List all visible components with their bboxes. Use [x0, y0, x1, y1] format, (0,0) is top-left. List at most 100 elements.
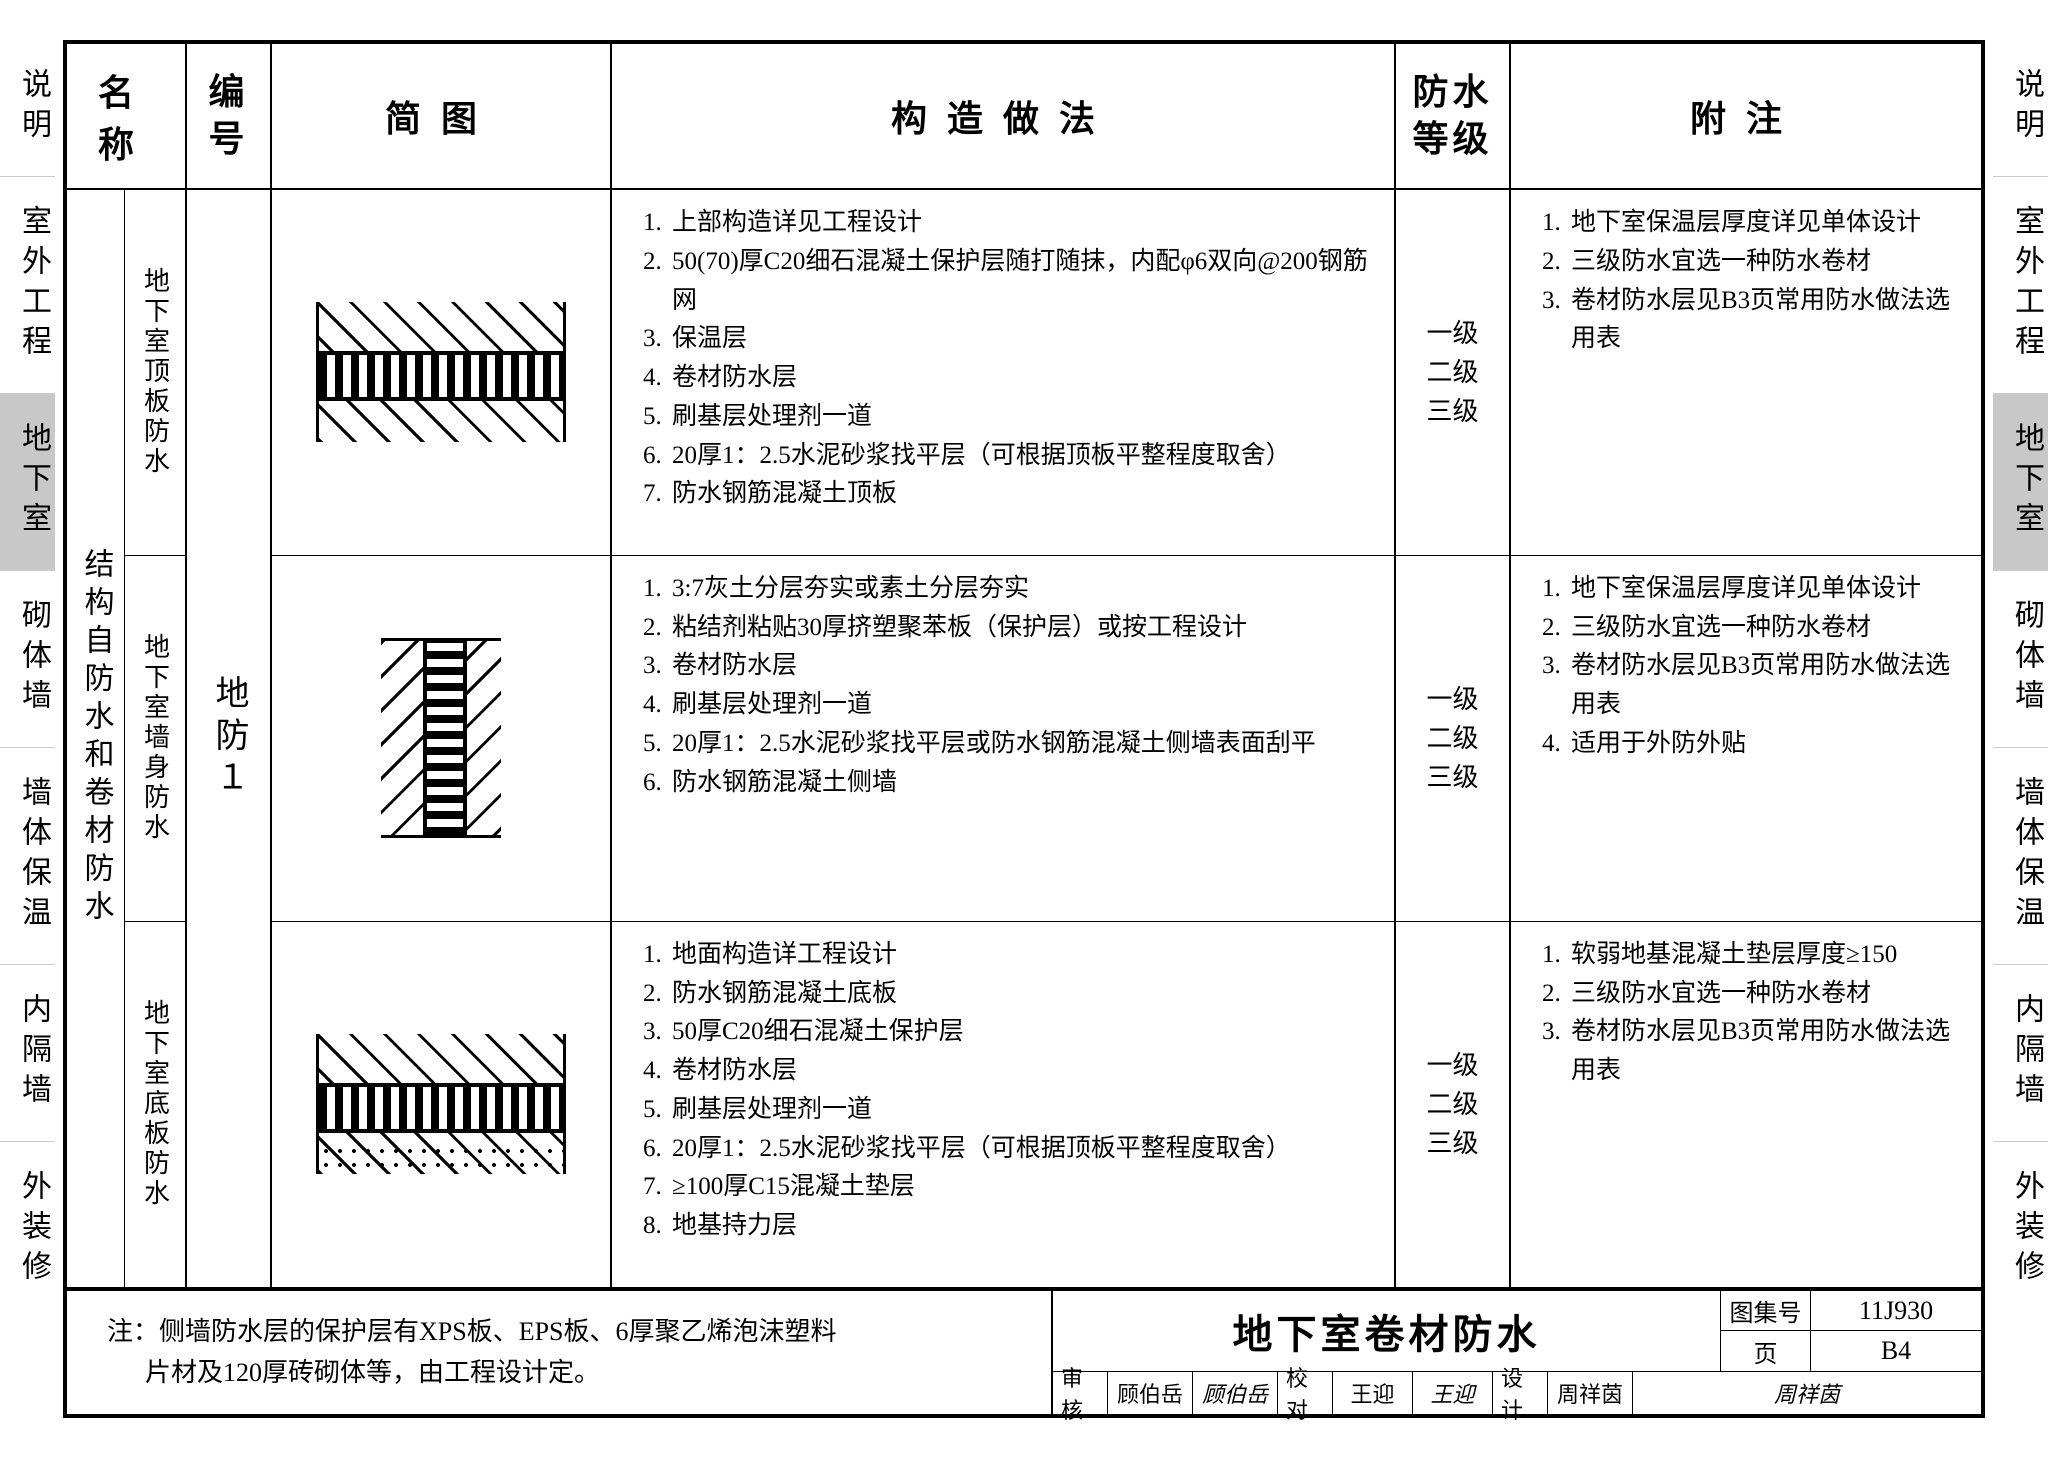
- method-item: 3:7灰土分层夯实或素土分层夯实: [668, 570, 1376, 609]
- th-code: 编 号: [187, 44, 272, 188]
- page-number: B4: [1811, 1331, 1981, 1371]
- note-item: 地下室保温层厚度详见单体设计: [1567, 570, 1963, 609]
- side-tab[interactable]: 墙体保温: [0, 747, 55, 964]
- method-item: 防水钢筋混凝土顶板: [668, 475, 1376, 514]
- method-item: 20厚1：2.5水泥砂浆找平层或防水钢筋混凝土侧墙表面刮平: [668, 725, 1376, 764]
- method-item: 卷材防水层: [668, 647, 1376, 686]
- method-item: 防水钢筋混凝土底板: [668, 975, 1376, 1014]
- grade-item: 一级: [1426, 680, 1478, 719]
- table-body: 结构自防水和卷材防水 地下室顶板防水地下室墙身防水地下室底板防水 地防１ 上部构…: [67, 190, 1981, 1287]
- review-sig: 顾伯岳: [1193, 1372, 1278, 1414]
- method-item: ≥100厚C15混凝土垫层: [668, 1168, 1376, 1207]
- side-tab[interactable]: 外装修: [0, 1141, 55, 1318]
- grade-item: 一级: [1426, 314, 1478, 353]
- check-sig: 王迎: [1413, 1372, 1493, 1414]
- method-item: 地面构造详工程设计: [668, 936, 1376, 975]
- table-row: 3:7灰土分层夯实或素土分层夯实粘结剂粘贴30厚挤塑聚苯板（保护层）或按工程设计…: [272, 556, 1981, 922]
- cell-method: 地面构造详工程设计防水钢筋混凝土底板50厚C20细石混凝土保护层卷材防水层刷基层…: [612, 922, 1396, 1287]
- grade-item: 三级: [1426, 1124, 1478, 1163]
- left-side-tabs: 说明室外工程地下室砌体墙墙体保温内隔墙外装修: [0, 40, 55, 1418]
- atlas-number: 11J930: [1811, 1291, 1981, 1331]
- th-note: 附注: [1511, 44, 1981, 188]
- th-method: 构造做法: [612, 44, 1396, 188]
- cell-method: 上部构造详见工程设计50(70)厚C20细石混凝土保护层随打随抹，内配φ6双向@…: [612, 190, 1396, 555]
- grade-item: 二级: [1426, 1085, 1478, 1124]
- construction-diagram: [316, 1034, 566, 1174]
- drawing-title: 地下室卷材防水: [1053, 1291, 1721, 1371]
- side-tab[interactable]: 内隔墙: [1993, 964, 2048, 1141]
- table-row: 地面构造详工程设计防水钢筋混凝土底板50厚C20细石混凝土保护层卷材防水层刷基层…: [272, 922, 1981, 1287]
- footer-note-l2: 片材及120厚砖砌体等，由工程设计定。: [107, 1352, 1011, 1394]
- note-item: 适用于外防外贴: [1567, 725, 1963, 764]
- side-tab[interactable]: 说明: [1993, 40, 2048, 176]
- grade-item: 一级: [1426, 1046, 1478, 1085]
- side-tab[interactable]: 室外工程: [1993, 176, 2048, 393]
- check-name: 王迎: [1333, 1372, 1413, 1414]
- review-label: 审核: [1053, 1372, 1108, 1414]
- method-item: 卷材防水层: [668, 359, 1376, 398]
- side-tab[interactable]: 室外工程: [0, 176, 55, 393]
- cell-note: 地下室保温层厚度详见单体设计三级防水宜选一种防水卷材卷材防水层见B3页常用防水做…: [1511, 190, 1981, 555]
- grade-item: 二级: [1426, 353, 1478, 392]
- code-column: 地防１: [187, 190, 272, 1287]
- cell-diagram: [272, 190, 612, 555]
- grade-item: 二级: [1426, 719, 1478, 758]
- approval-row: 审核 顾伯岳 顾伯岳 校对 王迎 王迎 设计 周祥茵 周祥茵: [1053, 1372, 1981, 1414]
- method-item: 刷基层处理剂一道: [668, 1091, 1376, 1130]
- note-item: 软弱地基混凝土垫层厚度≥150: [1567, 936, 1963, 975]
- rows-column: 上部构造详见工程设计50(70)厚C20细石混凝土保护层随打随抹，内配φ6双向@…: [272, 190, 1981, 1287]
- review-name: 顾伯岳: [1108, 1372, 1193, 1414]
- construction-diagram: [316, 302, 566, 442]
- method-item: 刷基层处理剂一道: [668, 686, 1376, 725]
- cell-method: 3:7灰土分层夯实或素土分层夯实粘结剂粘贴30厚挤塑聚苯板（保护层）或按工程设计…: [612, 556, 1396, 921]
- side-tab[interactable]: 外装修: [1993, 1141, 2048, 1318]
- table-header-row: 名称 编 号 简图 构造做法 防水 等级 附注: [67, 44, 1981, 190]
- design-sig: 周祥茵: [1633, 1372, 1981, 1414]
- side-tab[interactable]: 地下室: [0, 393, 55, 570]
- note-item: 卷材防水层见B3页常用防水做法选用表: [1567, 647, 1963, 725]
- name-column: 结构自防水和卷材防水 地下室顶板防水地下室墙身防水地下室底板防水: [67, 190, 187, 1287]
- side-tab[interactable]: 地下室: [1993, 393, 2048, 570]
- title-top: 地下室卷材防水 图集号 11J930 页 B4: [1053, 1291, 1981, 1372]
- note-item: 三级防水宜选一种防水卷材: [1567, 609, 1963, 648]
- side-tab[interactable]: 内隔墙: [0, 964, 55, 1141]
- th-grade: 防水 等级: [1396, 44, 1511, 188]
- method-item: 上部构造详见工程设计: [668, 204, 1376, 243]
- name-sub: 地下室底板防水: [125, 922, 185, 1287]
- cell-grade: 一级二级三级: [1396, 556, 1511, 921]
- page-label: 页: [1721, 1331, 1811, 1371]
- name-sub: 地下室墙身防水: [125, 556, 185, 922]
- footer-note: 注：侧墙防水层的保护层有XPS板、EPS板、6厚聚乙烯泡沫塑料 片材及120厚砖…: [67, 1291, 1051, 1414]
- cell-diagram: [272, 556, 612, 921]
- th-grade-l2: 等级: [1412, 116, 1492, 163]
- design-label: 设计: [1493, 1372, 1548, 1414]
- method-item: 防水钢筋混凝土侧墙: [668, 764, 1376, 803]
- side-tab[interactable]: 说明: [0, 40, 55, 176]
- main-frame: 名称 编 号 简图 构造做法 防水 等级 附注 结构自防水和卷材防水 地下室顶板…: [63, 40, 1985, 1418]
- method-item: 50(70)厚C20细石混凝土保护层随打随抹，内配φ6双向@200钢筋网: [668, 243, 1376, 321]
- side-tab[interactable]: 砌体墙: [1993, 570, 2048, 747]
- th-grade-l1: 防水: [1412, 69, 1492, 116]
- method-item: 保温层: [668, 320, 1376, 359]
- content-table: 名称 编 号 简图 构造做法 防水 等级 附注 结构自防水和卷材防水 地下室顶板…: [67, 44, 1981, 1287]
- side-tab[interactable]: 墙体保温: [1993, 747, 2048, 964]
- th-code-l1: 编: [208, 69, 248, 116]
- title-block: 地下室卷材防水 图集号 11J930 页 B4 审核 顾伯岳 顾伯岳 校对: [1051, 1291, 1981, 1414]
- side-tab[interactable]: 砌体墙: [0, 570, 55, 747]
- th-code-l2: 号: [208, 116, 248, 163]
- cell-diagram: [272, 922, 612, 1287]
- method-item: 粘结剂粘贴30厚挤塑聚苯板（保护层）或按工程设计: [668, 609, 1376, 648]
- footer-note-l1: 注：侧墙防水层的保护层有XPS板、EPS板、6厚聚乙烯泡沫塑料: [107, 1311, 1011, 1353]
- method-item: 20厚1：2.5水泥砂浆找平层（可根据顶板平整程度取舍）: [668, 437, 1376, 476]
- right-side-tabs: 说明室外工程地下室砌体墙墙体保温内隔墙外装修: [1993, 40, 2048, 1418]
- th-diagram: 简图: [272, 44, 612, 188]
- method-item: 20厚1：2.5水泥砂浆找平层（可根据顶板平整程度取舍）: [668, 1130, 1376, 1169]
- note-item: 三级防水宜选一种防水卷材: [1567, 243, 1963, 282]
- grade-item: 三级: [1426, 758, 1478, 797]
- footer-row: 注：侧墙防水层的保护层有XPS板、EPS板、6厚聚乙烯泡沫塑料 片材及120厚砖…: [67, 1287, 1981, 1414]
- cell-note: 软弱地基混凝土垫层厚度≥150三级防水宜选一种防水卷材卷材防水层见B3页常用防水…: [1511, 922, 1981, 1287]
- name-sub: 地下室顶板防水: [125, 190, 185, 556]
- note-item: 卷材防水层见B3页常用防水做法选用表: [1567, 1013, 1963, 1091]
- construction-diagram: [381, 638, 501, 838]
- atlas-label: 图集号: [1721, 1291, 1811, 1331]
